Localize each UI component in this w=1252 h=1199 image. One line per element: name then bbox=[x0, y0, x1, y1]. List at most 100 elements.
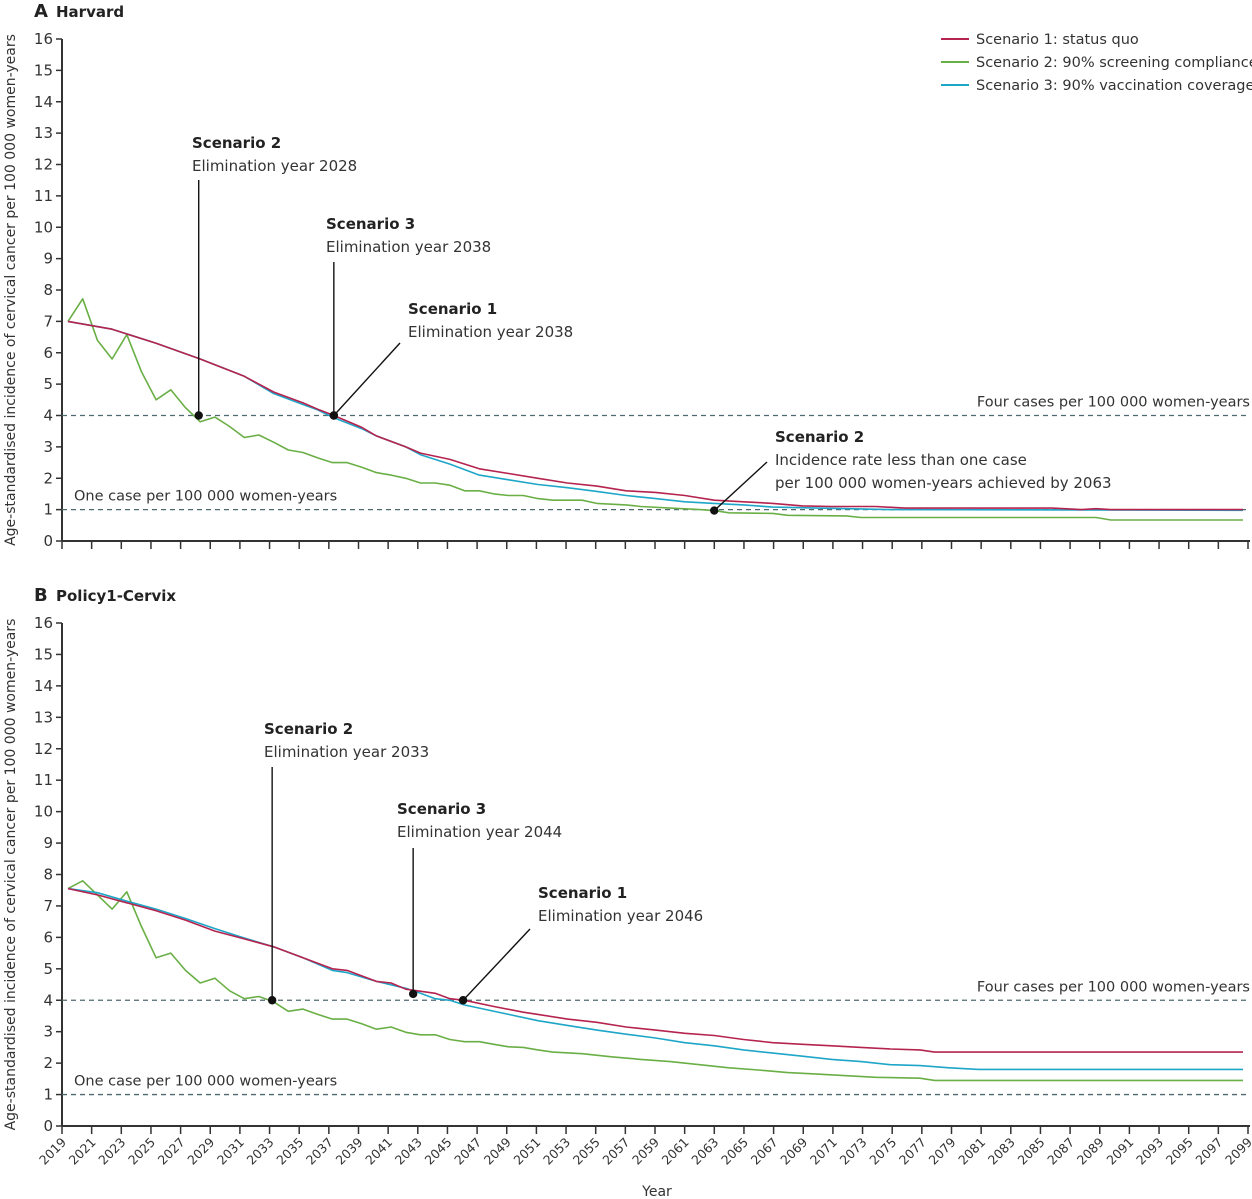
y-tick-label: 0 bbox=[43, 532, 53, 550]
x-tick-label: 2061 bbox=[659, 1135, 692, 1168]
annotation-marker bbox=[710, 506, 719, 515]
annotation-title: Scenario 1 bbox=[408, 300, 497, 318]
annotation-text: Elimination year 2033 bbox=[264, 743, 429, 761]
x-tick-label: 2037 bbox=[303, 1135, 336, 1168]
annotation-text: Elimination year 2038 bbox=[408, 323, 573, 341]
annotation-marker bbox=[267, 996, 277, 1005]
legend: Scenario 1: status quo Scenario 2: 90% sc… bbox=[941, 32, 1252, 94]
x-tick-label: 2085 bbox=[1014, 1135, 1047, 1168]
annotation-marker bbox=[194, 411, 203, 420]
reference-line-label: Four cases per 100 000 women-years bbox=[977, 979, 1250, 995]
legend-label: Scenario 1: status quo bbox=[976, 32, 1139, 48]
annotation-title: Scenario 3 bbox=[326, 215, 415, 233]
x-tick-label: 2047 bbox=[451, 1135, 484, 1168]
x-tick-label: 2039 bbox=[333, 1134, 366, 1167]
y-tick-label: 5 bbox=[43, 375, 53, 393]
x-tick-label: 2043 bbox=[392, 1135, 425, 1168]
annotation-title: Scenario 3 bbox=[397, 800, 486, 818]
annotation-title: Scenario 2 bbox=[264, 720, 353, 738]
annotation-text: Elimination year 2038 bbox=[326, 238, 491, 256]
x-tick-label: 2091 bbox=[1103, 1135, 1136, 1168]
x-tick-label: 2035 bbox=[273, 1135, 306, 1168]
x-tick-label: 2033 bbox=[244, 1135, 277, 1168]
x-tick-label: 2031 bbox=[214, 1135, 247, 1168]
annotation: Scenario 3 Elimination year 2038 bbox=[326, 215, 491, 420]
panel-title: Policy1-Cervix bbox=[56, 587, 176, 605]
annotation-text: Elimination year 2028 bbox=[192, 157, 357, 175]
x-tick-label: 2067 bbox=[748, 1135, 781, 1168]
x-tick-label: 2057 bbox=[599, 1135, 632, 1168]
annotation-marker bbox=[329, 411, 339, 420]
annotation-text: Elimination year 2044 bbox=[397, 823, 562, 841]
x-tick-label: 2063 bbox=[688, 1135, 721, 1168]
y-tick-label: 13 bbox=[34, 708, 53, 726]
y-tick-label: 12 bbox=[34, 740, 53, 758]
x-tick-label: 2097 bbox=[1192, 1135, 1225, 1168]
y-tick-label: 6 bbox=[43, 928, 53, 946]
y-tick-label: 16 bbox=[34, 614, 53, 632]
annotation-leader-line bbox=[462, 928, 531, 1001]
reference-line-label: One case per 100 000 women-years bbox=[74, 1074, 337, 1090]
panel-a: A Harvard Age-standardised incidence of ce… bbox=[3, 1, 1252, 550]
y-tick-label: 14 bbox=[34, 93, 53, 111]
x-tick-label: 2027 bbox=[155, 1135, 188, 1168]
x-tick-label: 2071 bbox=[807, 1135, 840, 1168]
series-line-3 bbox=[67, 887, 1243, 1071]
annotation-text: Elimination year 2046 bbox=[538, 907, 703, 925]
annotation-text: Incidence rate less than one case bbox=[775, 451, 1027, 469]
annotation-marker bbox=[408, 989, 418, 999]
y-tick-label: 2 bbox=[43, 469, 53, 487]
x-tick-label: 2075 bbox=[866, 1135, 899, 1168]
series-line-1 bbox=[67, 887, 1243, 1053]
y-tick-label: 8 bbox=[43, 866, 53, 884]
x-tick-label: 2069 bbox=[777, 1134, 810, 1167]
y-tick-label: 1 bbox=[43, 1086, 53, 1104]
x-tick-label: 2073 bbox=[837, 1135, 870, 1168]
annotation: Scenario 2 Incidence rate less than one c… bbox=[710, 428, 1112, 515]
annotation: Scenario 1 Elimination year 2046 bbox=[458, 884, 703, 1005]
x-tick-label: 2099 bbox=[1222, 1134, 1252, 1167]
y-tick-label: 7 bbox=[43, 312, 53, 330]
annotation: Scenario 1 Elimination year 2038 bbox=[329, 300, 573, 420]
y-tick-label: 15 bbox=[34, 61, 53, 79]
reference-line-label: Four cases per 100 000 women-years bbox=[977, 395, 1250, 411]
annotation-title: Scenario 1 bbox=[538, 884, 627, 902]
x-tick-label: 2053 bbox=[540, 1135, 573, 1168]
x-tick-label: 2041 bbox=[362, 1135, 395, 1168]
annotation: Scenario 2 Elimination year 2033 bbox=[264, 720, 429, 1005]
annotation-text: per 100 000 women-years achieved by 2063 bbox=[775, 474, 1112, 492]
x-tick-label: 2087 bbox=[1044, 1135, 1077, 1168]
series-line-2 bbox=[67, 880, 1243, 1082]
legend-label: Scenario 3: 90% vaccination coverage bbox=[976, 78, 1252, 94]
y-tick-label: 11 bbox=[34, 771, 53, 789]
panel-letter: B bbox=[34, 585, 48, 606]
x-axis-title: Year bbox=[641, 1184, 672, 1199]
y-tick-label: 14 bbox=[34, 677, 53, 695]
panel-letter: A bbox=[34, 1, 48, 22]
y-tick-label: 0 bbox=[43, 1117, 53, 1135]
x-tick-label: 2055 bbox=[570, 1135, 603, 1168]
y-tick-label: 5 bbox=[43, 960, 53, 978]
annotation-leader-line bbox=[713, 461, 768, 512]
annotation-marker bbox=[458, 996, 468, 1005]
x-tick-label: 2081 bbox=[955, 1135, 988, 1168]
y-tick-label: 10 bbox=[34, 218, 53, 236]
y-axis-title: Age-standardised incidence of cervical c… bbox=[3, 34, 19, 546]
y-tick-label: 8 bbox=[43, 281, 53, 299]
y-tick-label: 15 bbox=[34, 645, 53, 663]
x-tick-label: 2095 bbox=[1163, 1135, 1196, 1168]
y-tick-label: 9 bbox=[43, 834, 53, 852]
x-tick-label: 2065 bbox=[718, 1135, 751, 1168]
x-tick-label: 2019 bbox=[36, 1134, 69, 1167]
x-tick-label: 2079 bbox=[926, 1134, 959, 1167]
x-tick-label: 2029 bbox=[184, 1134, 217, 1167]
annotation-title: Scenario 2 bbox=[192, 134, 281, 152]
x-tick-label: 2045 bbox=[421, 1135, 454, 1168]
x-tick-label: 2049 bbox=[481, 1134, 514, 1167]
series-line-1 bbox=[67, 320, 1243, 511]
x-tick-label: 2023 bbox=[95, 1135, 128, 1168]
y-tick-label: 7 bbox=[43, 897, 53, 915]
x-tick-label: 2059 bbox=[629, 1134, 662, 1167]
y-tick-label: 16 bbox=[34, 30, 53, 48]
